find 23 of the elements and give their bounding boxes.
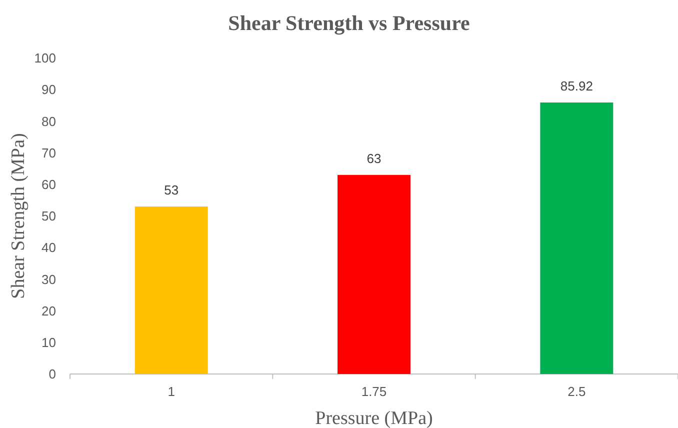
x-tick-label: 1.75	[361, 384, 387, 399]
y-tick-label: 10	[42, 334, 56, 350]
y-tick-label: 100	[34, 50, 56, 66]
bar	[540, 102, 614, 374]
bar	[338, 174, 410, 374]
chart-title: Shear Strength vs Pressure	[228, 11, 470, 35]
bar	[134, 206, 208, 374]
data-label: 85.92	[560, 78, 593, 94]
x-axis-title: Pressure (MPa)	[315, 408, 433, 428]
y-tick-label: 70	[42, 145, 56, 160]
y-tick-label: 90	[42, 82, 56, 98]
y-tick-label: 20	[42, 303, 56, 318]
y-tick-label: 80	[42, 114, 56, 129]
x-tick-label: 1	[168, 384, 175, 399]
y-tick-label: 40	[42, 240, 56, 256]
y-axis-title: Shear Strength (MPa)	[8, 133, 29, 299]
x-tick-label: 2.5	[568, 384, 586, 399]
y-tick-label: 50	[42, 208, 56, 224]
y-tick-label: 30	[42, 272, 56, 287]
data-label: 63	[366, 150, 382, 166]
y-tick-label: 0	[48, 366, 56, 382]
data-label: 53	[164, 182, 179, 198]
y-tick-label: 60	[42, 176, 56, 192]
